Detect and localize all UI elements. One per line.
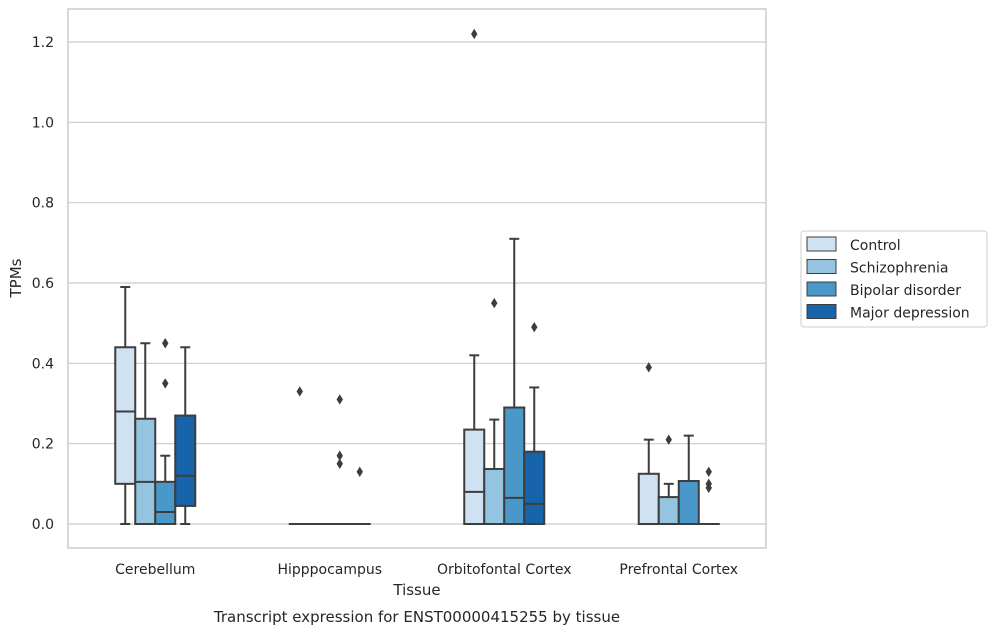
y-tick-label: 0.2 — [32, 437, 54, 453]
box-schizophrenia — [657, 482, 680, 526]
box-groups — [114, 237, 720, 526]
box-control — [463, 354, 486, 526]
plot-frame — [67, 8, 767, 549]
legend-swatch — [806, 281, 837, 297]
y-tick-label: 1.2 — [32, 35, 54, 51]
y-tick-label: 0.6 — [32, 276, 54, 292]
outlier-point — [471, 28, 478, 40]
y-axis-ticks: 0.0 0.2 0.4 0.6 0.8 1.0 1.2 — [32, 35, 54, 533]
outlier-point — [705, 466, 712, 477]
y-tick-label: 0.8 — [32, 196, 54, 212]
x-axis-ticks: Cerebellum Hipppocampus Orbitofontal Corte… — [115, 562, 738, 578]
outlier-points — [162, 28, 712, 494]
legend-swatch — [806, 236, 837, 252]
outlier-point — [296, 386, 303, 397]
x-axis-title: Tissue — [392, 581, 440, 599]
box-body — [483, 467, 506, 526]
box-body — [503, 406, 526, 525]
y-tick-label: 0.0 — [32, 517, 54, 533]
outlier-point — [645, 362, 652, 373]
box-body — [154, 480, 177, 526]
box-major-depression — [174, 346, 197, 525]
x-tick-label: Cerebellum — [115, 562, 195, 578]
x-tick-label: Hipppocampus — [277, 562, 382, 578]
box-control — [114, 286, 137, 525]
gridlines — [68, 41, 766, 525]
outlier-point — [162, 338, 169, 349]
chart-caption: Transcript expression for ENST0000041525… — [213, 608, 620, 626]
box-body — [174, 414, 197, 507]
legend-label: Control — [850, 238, 901, 254]
box-major-depression — [523, 386, 546, 526]
box-schizophrenia — [483, 418, 506, 526]
legend-swatch — [806, 304, 837, 319]
legend: Control Schizophrenia Bipolar disorder Majo… — [800, 230, 988, 328]
outlier-point — [336, 394, 343, 405]
y-tick-label: 0.4 — [32, 356, 54, 372]
outlier-point — [705, 478, 712, 490]
box-body — [637, 472, 660, 525]
outlier-point — [491, 297, 498, 309]
legend-frame — [800, 230, 988, 328]
box-body — [523, 450, 546, 526]
box-body — [463, 428, 486, 526]
y-tick-label: 1.0 — [32, 115, 54, 131]
x-tick-label: Prefrontal Cortex — [619, 562, 738, 578]
box-schizophrenia — [134, 342, 157, 525]
legend-label: Major depression — [850, 306, 970, 322]
box-body — [114, 346, 137, 485]
box-bipolar-disorder — [503, 237, 526, 525]
outlier-point — [336, 450, 343, 461]
legend-label: Bipolar disorder — [850, 283, 961, 299]
outlier-point — [665, 434, 672, 445]
outlier-point — [531, 321, 538, 333]
box-body — [134, 417, 157, 525]
outlier-point — [356, 466, 363, 477]
box-bipolar-disorder — [154, 454, 177, 526]
box-body — [677, 480, 700, 525]
legend-swatch — [806, 259, 837, 274]
outlier-point — [336, 458, 343, 469]
box-body — [657, 496, 680, 526]
outlier-point — [162, 378, 169, 389]
y-axis-title: TPMs — [7, 258, 25, 298]
x-tick-label: Orbitofontal Cortex — [437, 562, 572, 578]
legend-label: Schizophrenia — [850, 261, 948, 277]
box-bipolar-disorder — [677, 434, 700, 525]
box-control — [637, 438, 660, 525]
